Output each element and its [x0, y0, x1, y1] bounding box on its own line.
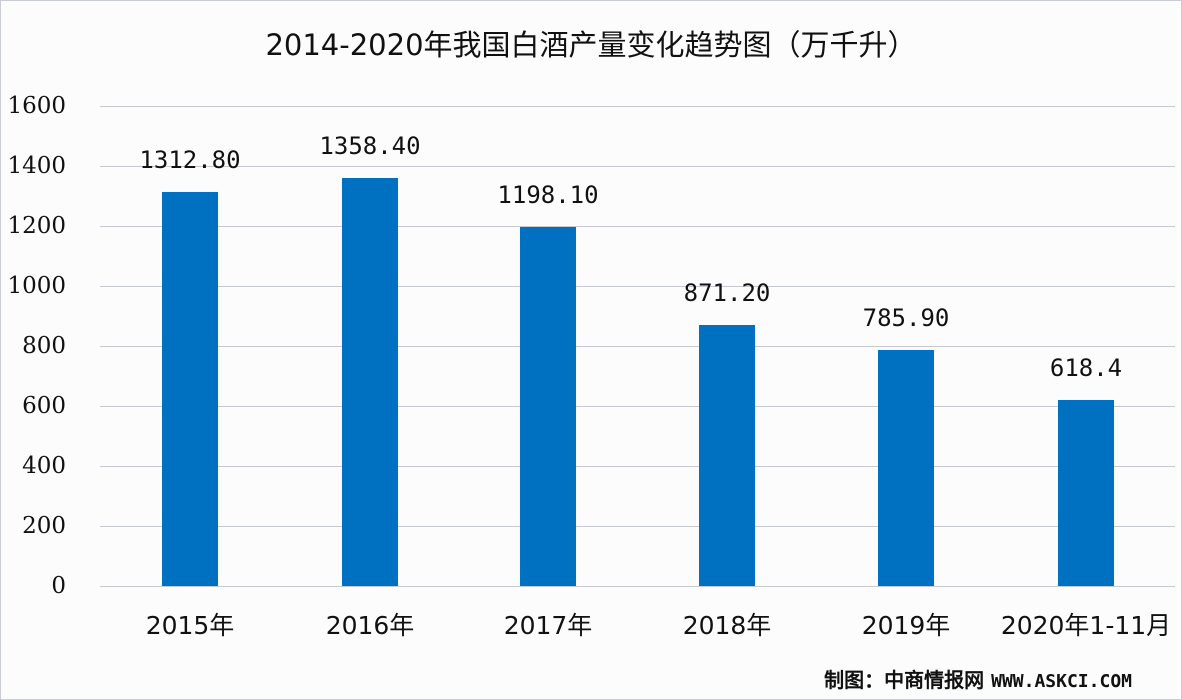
y-tick-label: 200	[22, 513, 66, 539]
y-tick-label: 1200	[7, 213, 66, 239]
bar-1	[342, 178, 398, 586]
source-credit: 制图：中商情报网 WWW.ASKCI.COM	[824, 664, 1132, 693]
bar-0	[162, 192, 218, 586]
x-tick-label: 2020年1-11月	[1000, 611, 1172, 640]
y-tick-label: 1000	[7, 273, 66, 299]
value-label: 1312.80	[139, 146, 241, 175]
bar-5	[1058, 400, 1114, 586]
gridline	[100, 466, 1175, 467]
y-tick-label: 400	[22, 453, 66, 479]
y-tick-label: 1600	[7, 93, 66, 119]
y-tick-label: 600	[22, 393, 66, 419]
gridline	[100, 286, 1175, 287]
gridline	[100, 226, 1175, 227]
value-label: 1358.40	[319, 132, 421, 161]
gridline	[100, 346, 1175, 347]
x-tick-label: 2015年	[145, 611, 235, 640]
y-tick-label: 0	[51, 573, 66, 599]
value-label: 1198.10	[497, 180, 599, 209]
source-url: WWW.ASKCI.COM	[991, 671, 1132, 692]
x-tick-label: 2016年	[325, 611, 415, 640]
gridline	[100, 166, 1175, 167]
gridline	[100, 586, 1175, 587]
gridline	[100, 526, 1175, 527]
bar-4	[878, 350, 934, 586]
x-tick-label: 2017年	[503, 611, 593, 640]
value-label: 785.90	[862, 304, 950, 333]
y-tick-label: 800	[22, 333, 66, 359]
bar-3	[699, 324, 755, 586]
chart-title: 2014-2020年我国白酒产量变化趋势图（万千升）	[265, 28, 917, 62]
x-tick-label: 2019年	[861, 611, 951, 640]
value-label: 618.4	[1049, 354, 1123, 383]
x-tick-label: 2018年	[682, 611, 772, 640]
source-label: 制图：中商情报网	[824, 668, 985, 692]
bar-2	[520, 226, 576, 586]
gridline	[100, 406, 1175, 407]
value-label: 871.20	[683, 278, 771, 307]
gridline	[100, 106, 1175, 107]
y-tick-label: 1400	[7, 153, 66, 179]
